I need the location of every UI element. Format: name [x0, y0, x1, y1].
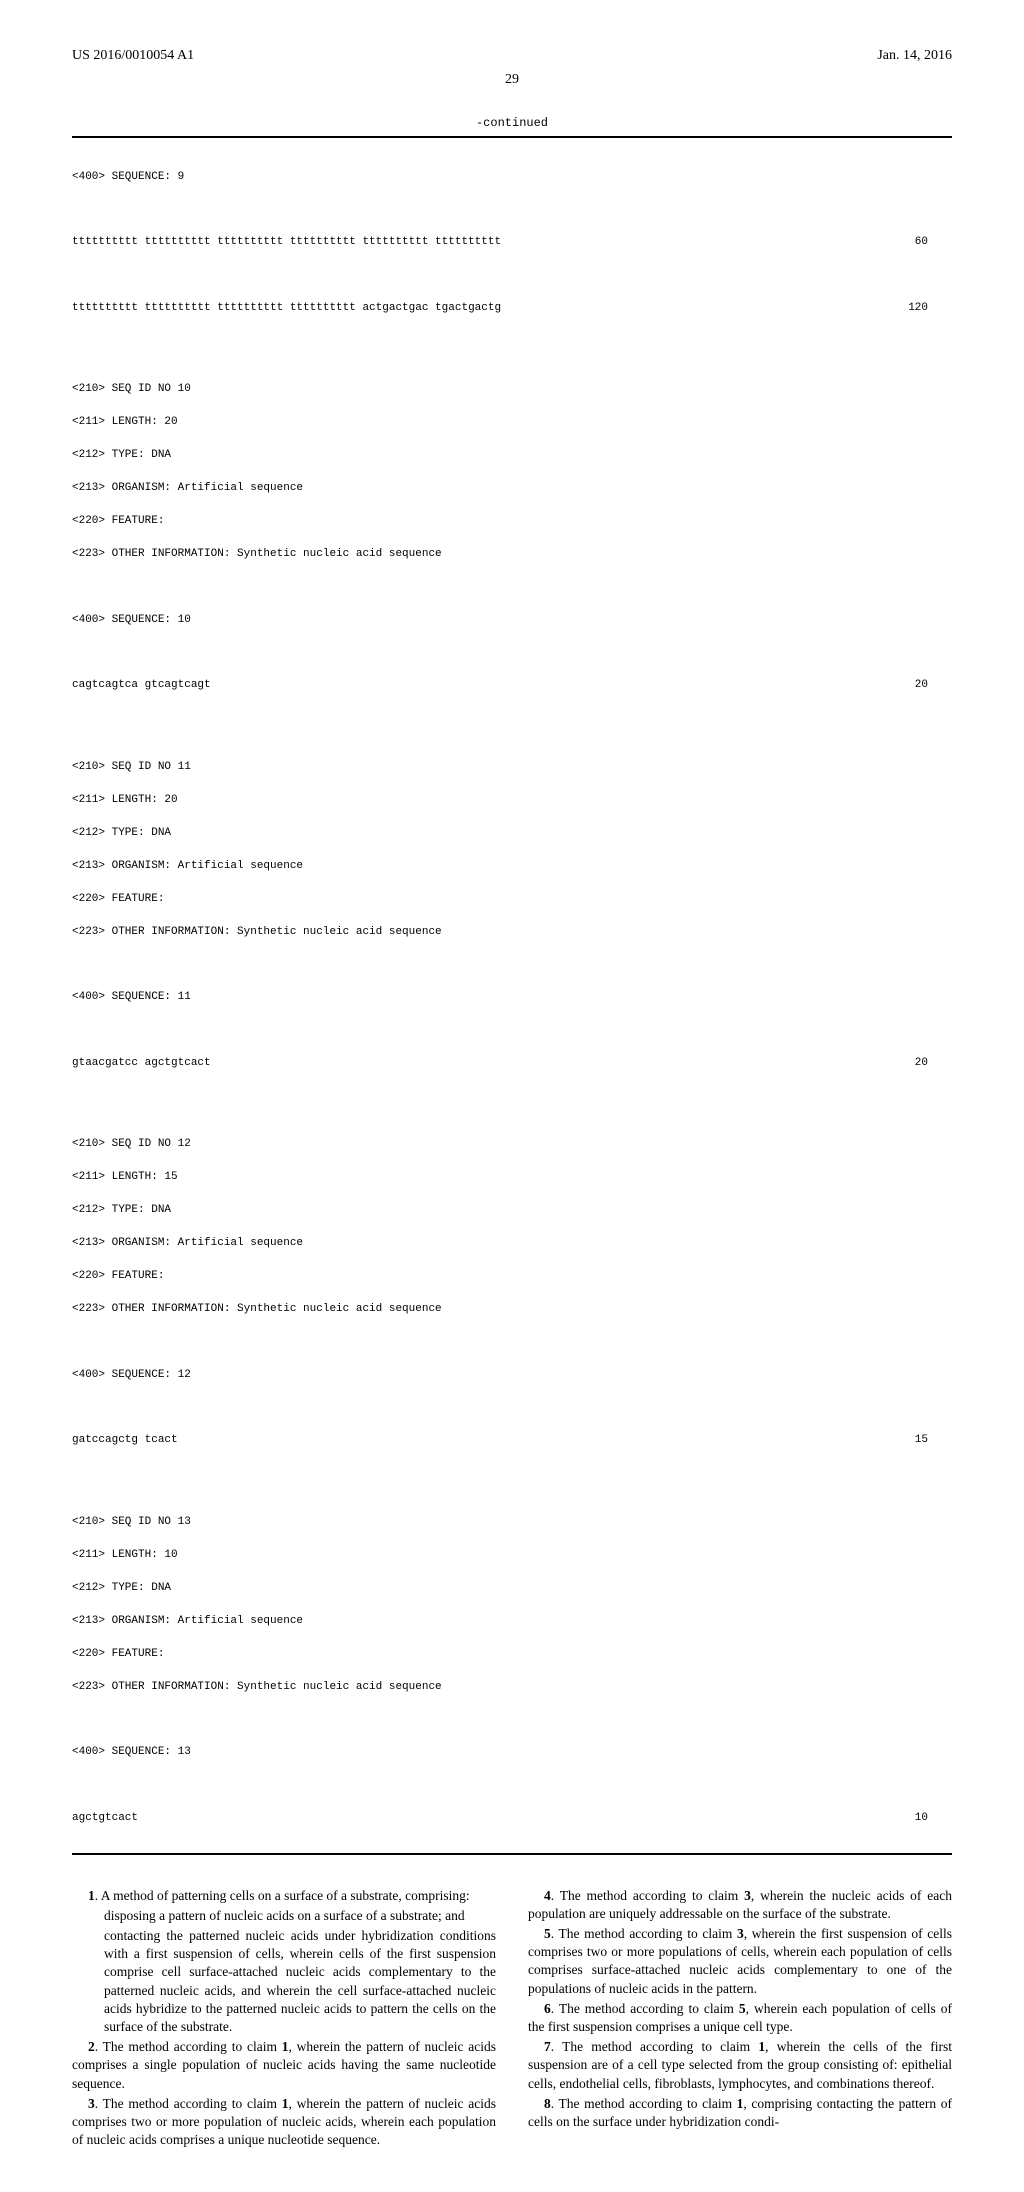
seq-line: tttttttttt tttttttttt tttttttttt ttttttt…: [72, 300, 908, 317]
claim-text: . A method of patterning cells on a surf…: [95, 1888, 470, 1903]
seq-meta: <223> OTHER INFORMATION: Synthetic nucle…: [72, 1679, 952, 1696]
seq-meta: <210> SEQ ID NO 12: [72, 1136, 952, 1153]
page-header: US 2016/0010054 A1 Jan. 14, 2016: [72, 48, 952, 64]
claim-6: 6. The method according to claim 5, wher…: [528, 2000, 952, 2036]
claim-3: 3. The method according to claim 1, wher…: [72, 2095, 496, 2150]
seq-meta: <220> FEATURE:: [72, 1646, 952, 1663]
seq-line: agctgtcact: [72, 1810, 912, 1827]
seq-meta: <212> TYPE: DNA: [72, 1580, 952, 1597]
claim-num: 8: [544, 2096, 551, 2111]
seq-meta: <210> SEQ ID NO 10: [72, 381, 952, 398]
seq-meta: <223> OTHER INFORMATION: Synthetic nucle…: [72, 546, 952, 563]
claim-num: 4: [544, 1888, 551, 1903]
claim-text: . The method according to claim: [551, 1926, 737, 1941]
seq-meta: <213> ORGANISM: Artificial sequence: [72, 858, 952, 875]
claim-1b: contacting the patterned nucleic acids u…: [72, 1927, 496, 2036]
claim-ref: 1: [282, 2039, 289, 2054]
claim-text: . The method according to claim: [95, 2039, 282, 2054]
seq-hdr: <400> SEQUENCE: 10: [72, 612, 952, 629]
seq-hdr: <400> SEQUENCE: 9: [72, 169, 952, 186]
claim-7: 7. The method according to claim 1, wher…: [528, 2038, 952, 2093]
page-number: 29: [72, 72, 952, 88]
claim-text: . The method according to claim: [95, 2096, 282, 2111]
sequence-listing: <400> SEQUENCE: 9 tttttttttt tttttttttt …: [72, 136, 952, 1855]
seq-line: tttttttttt tttttttttt tttttttttt ttttttt…: [72, 234, 912, 251]
claim-text: . The method according to claim: [551, 2096, 737, 2111]
continued-label: -continued: [72, 116, 952, 130]
column-left: 1. A method of patterning cells on a sur…: [72, 1887, 496, 2152]
seq-meta: <220> FEATURE:: [72, 513, 952, 530]
seq-pos: 10: [912, 1810, 952, 1827]
claim-num: 3: [88, 2096, 95, 2111]
claim-2: 2. The method according to claim 1, wher…: [72, 2038, 496, 2093]
seq-line: gtaacgatcc agctgtcact: [72, 1055, 912, 1072]
seq-meta: <210> SEQ ID NO 13: [72, 1514, 952, 1531]
seq-meta: <213> ORGANISM: Artificial sequence: [72, 1235, 952, 1252]
claim-ref: 1: [282, 2096, 289, 2111]
seq-line: gatccagctg tcact: [72, 1432, 912, 1449]
claim-ref: 1: [758, 2039, 765, 2054]
seq-meta: <213> ORGANISM: Artificial sequence: [72, 1613, 952, 1630]
seq-meta: <220> FEATURE:: [72, 1268, 952, 1285]
seq-meta: <211> LENGTH: 10: [72, 1547, 952, 1564]
seq-meta: <212> TYPE: DNA: [72, 447, 952, 464]
claim-4: 4. The method according to claim 3, wher…: [528, 1887, 952, 1923]
seq-meta: <212> TYPE: DNA: [72, 825, 952, 842]
seq-meta: <213> ORGANISM: Artificial sequence: [72, 480, 952, 497]
seq-pos: 60: [912, 234, 952, 251]
seq-meta: <211> LENGTH: 15: [72, 1169, 952, 1186]
seq-hdr: <400> SEQUENCE: 12: [72, 1367, 952, 1384]
seq-hdr: <400> SEQUENCE: 13: [72, 1744, 952, 1761]
seq-meta: <223> OTHER INFORMATION: Synthetic nucle…: [72, 1301, 952, 1318]
seq-pos: 20: [912, 677, 952, 694]
seq-line: cagtcagtca gtcagtcagt: [72, 677, 912, 694]
claim-ref: 1: [737, 2096, 744, 2111]
claim-num: 2: [88, 2039, 95, 2054]
seq-meta: <211> LENGTH: 20: [72, 414, 952, 431]
claims-section: 1. A method of patterning cells on a sur…: [72, 1887, 952, 2152]
claim-5: 5. The method according to claim 3, wher…: [528, 1925, 952, 1998]
seq-pos: 15: [912, 1432, 952, 1449]
seq-pos: 20: [912, 1055, 952, 1072]
pub-number: US 2016/0010054 A1: [72, 48, 194, 64]
claim-num: 1: [88, 1888, 95, 1903]
claim-text: . The method according to claim: [551, 1888, 744, 1903]
seq-hdr: <400> SEQUENCE: 11: [72, 989, 952, 1006]
claim-num: 6: [544, 2001, 551, 2016]
claim-text: . The method according to claim: [551, 2001, 739, 2016]
claim-text: . The method according to claim: [551, 2039, 759, 2054]
claim-ref: 3: [737, 1926, 744, 1941]
seq-meta: <223> OTHER INFORMATION: Synthetic nucle…: [72, 924, 952, 941]
claim-1: 1. A method of patterning cells on a sur…: [72, 1887, 496, 1905]
claim-1a: disposing a pattern of nucleic acids on …: [72, 1907, 496, 1925]
seq-pos: 120: [908, 300, 952, 317]
seq-meta: <220> FEATURE:: [72, 891, 952, 908]
claim-num: 7: [544, 2039, 551, 2054]
claim-ref: 5: [739, 2001, 746, 2016]
claim-num: 5: [544, 1926, 551, 1941]
claim-8: 8. The method according to claim 1, comp…: [528, 2095, 952, 2131]
pub-date: Jan. 14, 2016: [877, 48, 952, 64]
column-right: 4. The method according to claim 3, wher…: [528, 1887, 952, 2152]
seq-meta: <211> LENGTH: 20: [72, 792, 952, 809]
seq-9: <400> SEQUENCE: 9 tttttttttt tttttttttt …: [72, 152, 952, 1843]
seq-meta: <212> TYPE: DNA: [72, 1202, 952, 1219]
seq-meta: <210> SEQ ID NO 11: [72, 759, 952, 776]
claim-ref: 3: [744, 1888, 751, 1903]
